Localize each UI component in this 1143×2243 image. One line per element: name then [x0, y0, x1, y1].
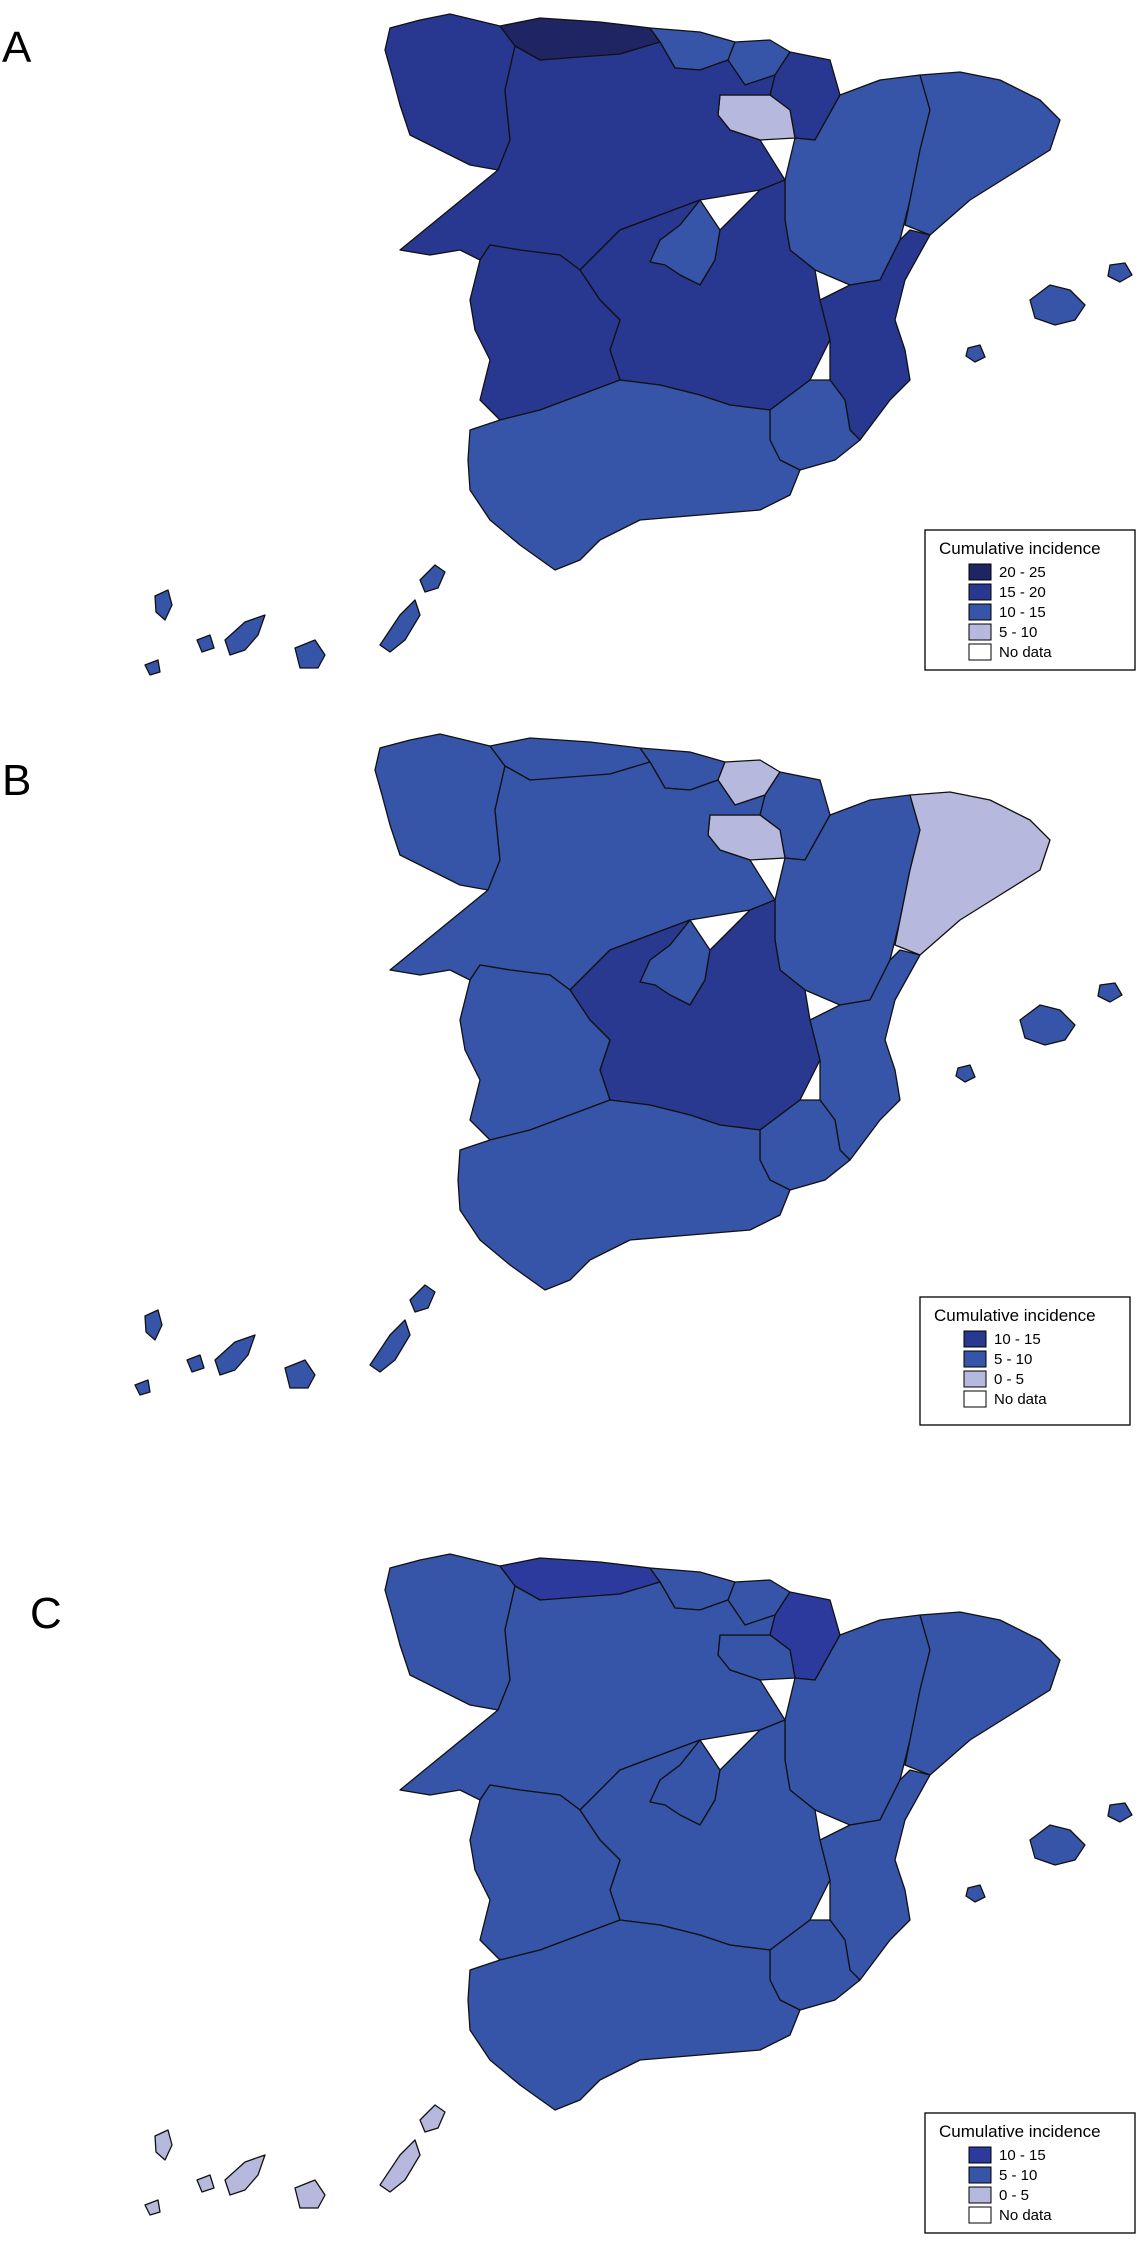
legend-box [924, 529, 1136, 671]
panel-letter-b: B [2, 756, 31, 805]
region-canarias [144, 659, 161, 676]
legend-box [919, 1296, 1131, 1426]
legend-swatch [968, 2206, 992, 2224]
legend-box [924, 2112, 1136, 2234]
region-baleares [1029, 284, 1086, 326]
legend-swatch [963, 1370, 987, 1388]
legend-label: 15 - 20 [999, 584, 1046, 601]
legend-a: Cumulative incidence 20 - 25 15 - 20 10 - … [924, 529, 1136, 671]
legend-swatch [968, 2166, 992, 2184]
legend-title: Cumulative incidence [934, 1306, 1096, 1325]
legend-label: 0 - 5 [999, 2187, 1029, 2204]
region-andalucia [467, 1919, 801, 2111]
legend-label: 5 - 10 [999, 624, 1037, 641]
region-baleares [1107, 1802, 1133, 1823]
legend-items: 20 - 25 15 - 20 10 - 15 5 - 10 No data [968, 563, 1052, 661]
region-canarias [224, 614, 266, 656]
region-canarias [144, 2199, 161, 2216]
legend-items: 10 - 15 5 - 10 0 - 5 No data [963, 1330, 1047, 1408]
region-canarias [419, 564, 446, 593]
legend-c: Cumulative incidence 10 - 15 5 - 10 0 - 5 N… [924, 2112, 1136, 2234]
legend-swatch [963, 1390, 987, 1408]
region-canarias [379, 599, 421, 653]
region-canarias [154, 2129, 173, 2161]
legend-label: 5 - 10 [994, 1351, 1032, 1368]
region-baleares [965, 344, 986, 363]
region-cataluna [904, 1611, 1061, 1776]
region-canarias [409, 1284, 436, 1313]
map-b [134, 733, 1123, 1396]
region-baleares [1019, 1004, 1076, 1046]
region-galicia [374, 733, 506, 891]
legend-swatch [968, 643, 992, 661]
region-baleares [1107, 262, 1133, 283]
legend-label: No data [999, 644, 1052, 661]
map-a [144, 13, 1133, 676]
legend-label: No data [999, 2207, 1052, 2224]
region-canarias [369, 1319, 411, 1373]
legend-label: 5 - 10 [999, 2167, 1037, 2184]
legend-items: 10 - 15 5 - 10 0 - 5 No data [968, 2146, 1052, 2224]
map-c [144, 1553, 1133, 2216]
legend-label: 10 - 15 [999, 2147, 1046, 2164]
region-andalucia [467, 379, 801, 571]
legend-b: Cumulative incidence 10 - 15 5 - 10 0 - 5 N… [919, 1296, 1131, 1426]
panel-letter-a: A [2, 23, 32, 72]
region-valencia [819, 1769, 931, 1981]
panel-b: B Cumulative incidence 10 - 15 5 - 10 0 - … [2, 733, 1131, 1426]
legend-swatch [968, 603, 992, 621]
region-canarias [284, 1359, 316, 1389]
region-canarias [154, 589, 173, 621]
region-andalucia [457, 1099, 791, 1291]
legend-label: 20 - 25 [999, 564, 1046, 581]
region-canarias [224, 2154, 266, 2196]
region-baleares [1029, 1824, 1086, 1866]
region-canarias [144, 1309, 163, 1341]
region-canarias [186, 1354, 205, 1373]
panel-c: C Cumulative incidence 10 - 15 5 - 10 0 - … [30, 1553, 1136, 2234]
region-baleares [955, 1064, 976, 1083]
legend-swatch [968, 563, 992, 581]
region-valencia [809, 949, 921, 1161]
region-baleares [1097, 982, 1123, 1003]
legend-title: Cumulative incidence [939, 539, 1101, 558]
region-galicia [384, 1553, 516, 1711]
region-canarias [134, 1379, 151, 1396]
legend-swatch [968, 2146, 992, 2164]
legend-title: Cumulative incidence [939, 2122, 1101, 2141]
legend-label: No data [994, 1391, 1047, 1408]
region-canarias [379, 2139, 421, 2193]
region-cataluna [904, 71, 1061, 236]
legend-swatch [963, 1350, 987, 1368]
region-galicia [384, 13, 516, 171]
region-canarias [214, 1334, 256, 1376]
legend-swatch [963, 1330, 987, 1348]
panel-letter-c: C [30, 1589, 62, 1638]
legend-label: 0 - 5 [994, 1371, 1024, 1388]
legend-swatch [968, 583, 992, 601]
region-canarias [294, 639, 326, 669]
region-baleares [965, 1884, 986, 1903]
region-valencia [819, 229, 931, 441]
legend-label: 10 - 15 [999, 604, 1046, 621]
region-canarias [419, 2104, 446, 2133]
panel-a: A Cumulative incidence 20 - 25 15 - 20 10 … [2, 13, 1136, 676]
legend-swatch [968, 2186, 992, 2204]
legend-label: 10 - 15 [994, 1331, 1041, 1348]
region-canarias [294, 2179, 326, 2209]
legend-swatch [968, 623, 992, 641]
region-canarias [196, 2174, 215, 2193]
region-cataluna [894, 791, 1051, 956]
region-canarias [196, 634, 215, 653]
